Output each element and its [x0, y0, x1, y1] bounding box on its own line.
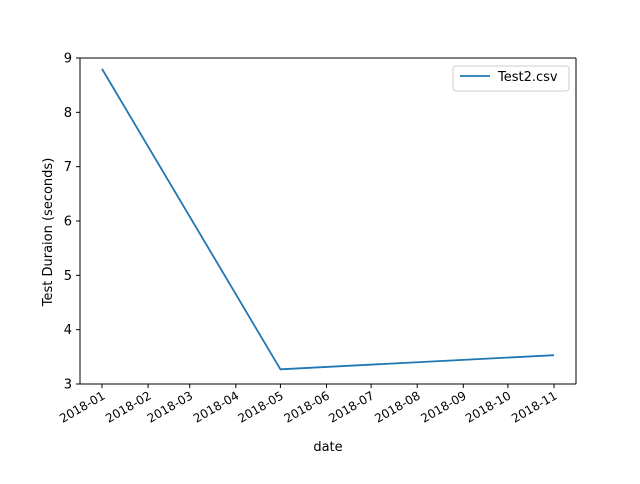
y-tick-label-1: 4: [64, 323, 72, 338]
series-line-0: [101, 68, 555, 371]
y-tick-label-0: 3: [64, 378, 72, 393]
y-tick-label-5: 8: [64, 106, 72, 121]
plot-area: [80, 58, 576, 384]
legend-entry-label: Test2.csv: [497, 70, 558, 85]
y-tick-label-2: 5: [64, 269, 72, 284]
y-axis-label: Test Duraion (seconds): [41, 158, 56, 308]
legend: Test2.csv: [452, 65, 570, 92]
y-tick-label-3: 6: [64, 215, 72, 230]
legend-frame: [452, 65, 570, 92]
x-axis-label: date: [313, 440, 342, 455]
y-tick-label-4: 7: [64, 160, 72, 175]
y-tick-label-6: 9: [64, 52, 72, 67]
